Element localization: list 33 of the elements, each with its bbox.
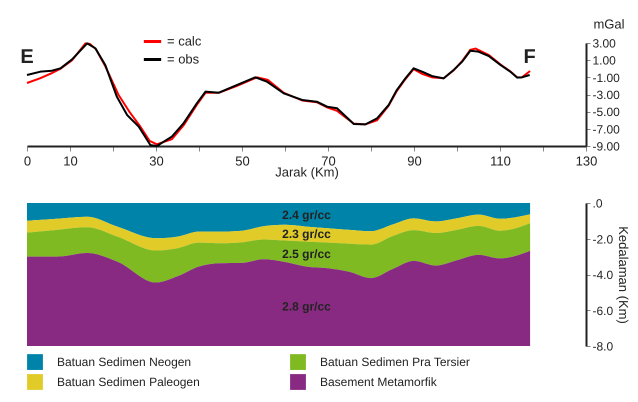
legend-label: Basement Metamorfik	[320, 375, 438, 389]
y-axis-title: Kedalaman (Km)	[616, 226, 632, 324]
y-tick-label: -4.0	[592, 268, 614, 282]
x-tick-label: 50	[235, 154, 250, 168]
annotation: 2.3 gr/cc	[282, 227, 332, 242]
legend-label: Batuan Sedimen Paleogen	[57, 375, 200, 389]
y-tick-label: -8.0	[592, 340, 614, 354]
x-tick-label: 0	[24, 154, 32, 168]
legend-label: Batuan Sedimen Neogen	[57, 355, 192, 370]
legend-label: Batuan Sedimen Pra Tersier	[320, 355, 470, 370]
x-tick-label: 30	[149, 154, 164, 168]
y-tick-label: 1.00	[592, 54, 616, 68]
annotation: F	[524, 46, 536, 68]
x-tick-label: 90	[407, 154, 422, 168]
y-tick-label: -5.00	[592, 105, 620, 120]
x-tick-label: 110	[490, 154, 511, 168]
annotation: 2.5 gr/cc	[282, 247, 332, 262]
y-axis-title: mGal	[593, 16, 625, 32]
annotation: 2.4 gr/cc	[282, 208, 332, 222]
y-tick-label: .0	[592, 196, 603, 210]
x-tick-label: 10	[63, 154, 78, 168]
y-tick-label: 3.00	[592, 36, 616, 50]
y-tick-label: -1.00	[592, 70, 620, 85]
y-tick-label: -3.00	[592, 88, 620, 102]
legend-label: = calc	[167, 34, 202, 48]
y-tick-label: -9.00	[592, 140, 620, 154]
x-tick-label: 130	[576, 154, 598, 168]
y-tick-label: -6.0	[592, 304, 614, 318]
annotation: 2.8 gr/cc	[282, 299, 332, 314]
y-tick-label: -7.00	[592, 122, 620, 136]
legend-label: = obs	[167, 52, 200, 66]
y-tick-label: -2.0	[592, 232, 614, 246]
annotation: E	[20, 46, 34, 68]
